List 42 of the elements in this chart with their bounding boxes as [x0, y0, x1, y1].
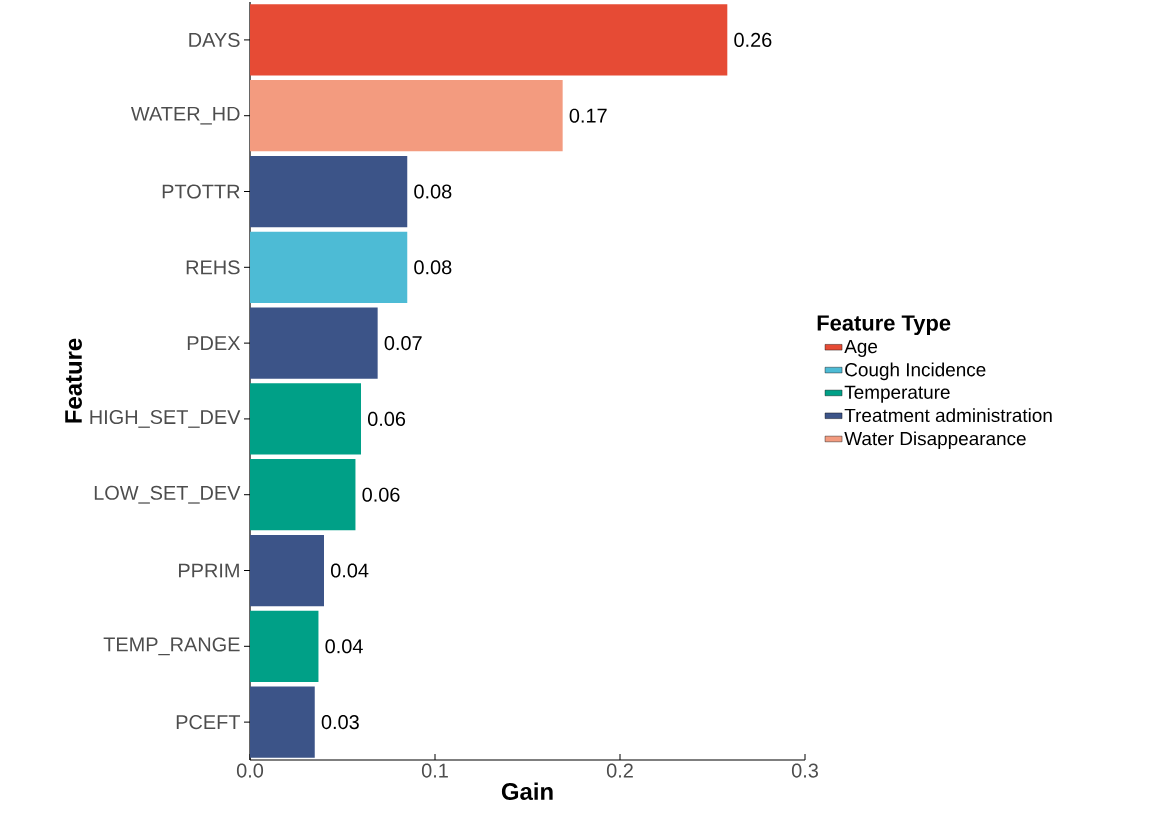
y-tick-label: LOW_SET_DEV: [94, 485, 241, 504]
data-label: 0.04: [325, 639, 363, 654]
bar: [250, 307, 378, 379]
bar: [250, 231, 408, 303]
y-tick-label: PDEX: [187, 336, 241, 350]
legend-label: Cough Incidence: [845, 362, 986, 381]
legend-label: Water Disappearance: [844, 431, 1026, 450]
bar: [250, 459, 356, 531]
y-tick-label: PCEFT: [176, 715, 241, 730]
legend-label: Temperature: [844, 385, 950, 403]
y-tick-label: PTOTTR: [162, 184, 240, 199]
data-label: 0.06: [367, 411, 406, 426]
legend-label: Age: [844, 339, 878, 357]
data-label: 0.26: [734, 32, 772, 47]
x-axis-title: Gain: [501, 782, 553, 801]
data-label: 0.08: [414, 184, 452, 199]
bar: [250, 534, 324, 607]
y-axis-title: Feature: [65, 338, 82, 423]
data-label: 0.06: [362, 487, 400, 502]
data-label: 0.03: [321, 715, 359, 730]
bar: [250, 610, 319, 682]
data-label: 0.04: [330, 563, 369, 578]
bar: [250, 686, 315, 758]
y-tick-label: TEMP_RANGE: [103, 637, 240, 656]
y-tick-label: DAYS: [189, 32, 240, 47]
data-label: 0.17: [569, 108, 607, 123]
y-tick-label: WATER_HD: [130, 106, 240, 125]
data-label: 0.08: [414, 260, 452, 275]
x-tick-label: 0.1: [421, 763, 448, 778]
data-label: 0.07: [384, 336, 422, 351]
bar: [250, 155, 408, 228]
x-tick-label: 0.0: [236, 763, 264, 778]
x-tick-label: 0.3: [791, 763, 818, 778]
y-tick-label: REHS: [186, 260, 240, 275]
legend-title: Feature Type: [817, 315, 951, 336]
y-tick-label: HIGH_SET_DEV: [90, 409, 241, 428]
bar: [250, 4, 728, 76]
bar: [250, 80, 563, 152]
y-tick-label: PPRIM: [179, 563, 239, 578]
legend-label: Treatment administration: [844, 408, 1052, 423]
x-tick-label: 0.2: [606, 763, 633, 778]
bar: [250, 383, 361, 455]
